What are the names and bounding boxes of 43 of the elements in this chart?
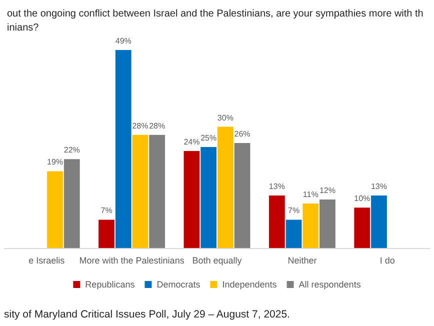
bar (217, 126, 234, 248)
data-label: 26% (234, 129, 250, 138)
x-tick-label: Neither (288, 256, 317, 266)
bar (268, 195, 285, 248)
data-label: 28% (149, 121, 166, 130)
data-label: 19% (47, 158, 64, 167)
bar (47, 171, 63, 248)
data-label: 11% (302, 190, 318, 200)
text: sity of Maryland Critical Issues Poll, July 29 – August 7, 2025. (4, 308, 290, 320)
bar (115, 50, 132, 248)
data-label: 22% (64, 146, 80, 155)
legend-label: Republicans (85, 280, 136, 290)
bar (64, 159, 80, 248)
bar (320, 200, 336, 248)
bar (302, 204, 319, 248)
data-label: 25% (200, 133, 217, 142)
data-label: 30% (217, 113, 234, 122)
data-label: 7% (100, 206, 112, 216)
bar (286, 220, 302, 248)
bar (149, 134, 166, 248)
bar (98, 220, 114, 248)
bar (234, 142, 250, 248)
data-label: 24% (184, 138, 200, 147)
bar (184, 151, 200, 248)
x-tick-label: More with the Palestinians (79, 256, 185, 266)
legend-label: All respondents (298, 280, 362, 290)
bar (354, 208, 370, 248)
bar (200, 146, 217, 248)
x-tick-label: e Israelis (28, 256, 66, 266)
bar (132, 134, 148, 248)
data-label: 13% (268, 182, 285, 191)
data-label: 49% (115, 36, 132, 46)
bar (371, 195, 387, 248)
data-label: 28% (132, 121, 148, 130)
data-label: 13% (370, 182, 387, 191)
legend-label: Democrats (156, 280, 201, 290)
legend-label: Independents (222, 280, 278, 290)
x-tick-label: Both equally (192, 256, 242, 266)
data-label: 10% (354, 194, 370, 204)
data-label: 12% (319, 186, 336, 196)
data-label: 7% (288, 206, 300, 216)
x-tick-label: I do (380, 256, 395, 266)
chart-title: out the ongoing conflict between Israel and the Palestinians, are your sympathies more with th inians? (7, 8, 424, 34)
